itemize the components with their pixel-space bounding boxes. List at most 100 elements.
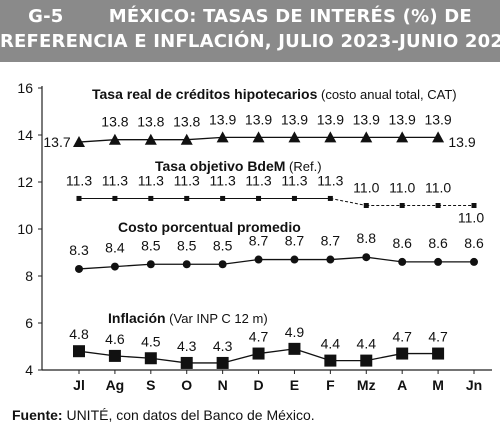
avg-funding-cost-data-label: 8.6	[392, 235, 412, 251]
mortgage-rate-series-label-note: (costo anual total, CAT)	[317, 87, 456, 102]
mortgage-rate-point	[108, 133, 121, 145]
avg-funding-cost-point	[182, 260, 191, 269]
avg-funding-cost-data-label: 8.5	[177, 237, 197, 253]
mortgage-rate-point	[144, 133, 157, 145]
avg-funding-cost-point	[470, 257, 478, 266]
policy-rate-point	[399, 203, 405, 208]
avg-funding-cost-point	[434, 257, 443, 266]
inflation-series-label: Inflación (Var INP C 12 m)	[108, 310, 268, 326]
inflation-point	[216, 356, 229, 369]
mortgage-rate-line-segment	[186, 136, 223, 141]
mortgage-rate-data-label: 13.9	[424, 111, 451, 127]
y-tick-label: 12	[17, 174, 33, 190]
mortgage-rate-point	[180, 133, 193, 145]
policy-rate-data-label: 11.0	[425, 180, 451, 196]
policy-rate-series-label: Tasa objetivo BdeM (Ref.)	[155, 158, 322, 174]
avg-funding-cost-point	[398, 257, 407, 266]
mortgage-rate-data-label: 13.9	[389, 111, 416, 127]
policy-rate-data-label: 11.0	[389, 180, 415, 196]
mortgage-rate-series-label-main: Tasa real de créditos hipotecarios	[92, 86, 318, 102]
policy-rate-data-label: 11.3	[102, 172, 128, 188]
policy-rate-point	[471, 203, 477, 208]
source-label: Fuente:	[12, 407, 63, 423]
mortgage-rate-data-label: 13.9	[209, 111, 236, 127]
chart-title-line-2: REFERENCIA E INFLACIÓN, JULIO 2023-JUNIO…	[0, 31, 500, 52]
inflation-data-label: 4.4	[357, 336, 377, 352]
avg-funding-cost-series-label-main: Costo porcentual promedio	[118, 219, 301, 235]
policy-rate-data-label: 11.0	[458, 210, 484, 226]
policy-rate-data-label: 11.3	[138, 172, 164, 188]
avg-funding-cost-data-label: 8.7	[249, 233, 269, 249]
inflation-data-label: 4.4	[321, 336, 341, 352]
x-tick-label: Ag	[106, 377, 125, 393]
policy-rate-data-label: 11.3	[281, 172, 307, 188]
y-tick-label: 14	[17, 127, 33, 143]
policy-rate-data-label: 11.3	[317, 172, 343, 188]
avg-funding-cost-line-segment	[114, 263, 151, 268]
x-tick-label: N	[218, 377, 228, 393]
inflation-point	[288, 342, 301, 355]
mortgage-rate-data-label: 13.7	[43, 134, 70, 150]
policy-rate-data-label: 11.3	[66, 172, 92, 188]
avg-funding-cost-data-label: 8.7	[321, 233, 341, 249]
avg-funding-cost-data-label: 8.6	[464, 235, 484, 251]
policy-rate-point	[291, 195, 297, 201]
avg-funding-cost-data-label: 8.5	[213, 237, 233, 253]
inflation-point	[108, 349, 121, 362]
avg-funding-cost-point	[110, 262, 119, 271]
y-tick-label: 6	[25, 315, 33, 331]
inflation-series-label-note: (Var INP C 12 m)	[166, 311, 268, 326]
avg-funding-cost-line-segment	[330, 256, 367, 261]
y-tick-label: 8	[25, 268, 33, 284]
mortgage-rate-point	[432, 131, 445, 143]
inflation-point	[432, 347, 445, 360]
inflation-data-label: 4.5	[141, 333, 161, 349]
inflation-point	[180, 356, 193, 369]
policy-rate-point	[435, 203, 441, 208]
inflation-point	[144, 352, 157, 365]
inflation-data-label: 4.7	[428, 329, 448, 345]
x-tick-label: D	[253, 377, 263, 393]
x-tick-label: M	[432, 377, 444, 393]
policy-rate-data-label: 11.3	[245, 172, 271, 188]
avg-funding-cost-line-segment	[222, 258, 259, 265]
policy-rate-data-label: 11.3	[210, 172, 236, 188]
mortgage-rate-data-label: 13.8	[101, 114, 128, 130]
avg-funding-cost-point	[146, 260, 155, 269]
y-tick-label: 16	[17, 80, 33, 96]
mortgage-rate-data-label: 13.9	[317, 111, 344, 127]
inflation-data-label: 4.9	[285, 324, 305, 340]
inflation-data-label: 4.7	[249, 329, 269, 345]
mortgage-rate-point	[216, 131, 229, 143]
line-chart: 4 6 8 10 12 14 16 Jl Ag S O N D E F Mz A M Jn Tasa real de …	[17, 80, 492, 393]
avg-funding-cost-point	[218, 260, 227, 269]
inflation-data-label: 4.7	[392, 329, 412, 345]
policy-rate-point	[76, 195, 82, 201]
mortgage-rate-data-label: 13.9	[281, 111, 308, 127]
y-tick-label: 10	[17, 221, 33, 237]
chart-header: G-5 MÉXICO: TASAS DE INTERÉS (%) DE REFE…	[0, 0, 500, 62]
avg-funding-cost-line-segment	[78, 265, 115, 270]
x-tick-label: Mz	[357, 377, 376, 393]
mortgage-rate-series-label: Tasa real de créditos hipotecarios (cost…	[92, 86, 457, 102]
x-tick-label: O	[181, 377, 192, 393]
x-tick-label: Jl	[73, 377, 85, 393]
inflation-data-label: 4.8	[69, 326, 89, 342]
inflation-point	[324, 354, 337, 367]
source-note: Fuente: UNITÉ, con datos del Banco de Mé…	[12, 407, 315, 423]
policy-rate-point	[184, 195, 190, 201]
policy-rate-point	[220, 195, 226, 201]
avg-funding-cost-point	[254, 255, 263, 264]
mortgage-rate-point	[252, 131, 265, 143]
mortgage-rate-data-label: 13.8	[137, 114, 164, 130]
mortgage-rate-point	[396, 131, 409, 143]
policy-rate-data-label: 11.3	[174, 172, 200, 188]
source-text: UNITÉ, con datos del Banco de México.	[62, 407, 315, 423]
avg-funding-cost-data-label: 8.3	[69, 242, 89, 258]
policy-rate-point	[363, 203, 369, 208]
inflation-series-label-main: Inflación	[108, 310, 166, 326]
x-tick-label: E	[290, 377, 299, 393]
inflation-data-label: 4.6	[105, 331, 125, 347]
mortgage-rate-point	[73, 136, 85, 148]
mortgage-rate-point	[360, 131, 373, 143]
